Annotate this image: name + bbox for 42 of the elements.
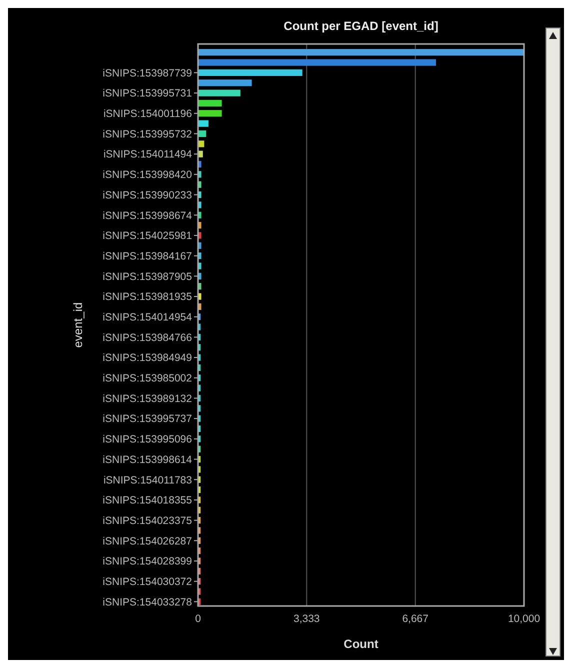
y-tick-label: iSNIPS:153984167 bbox=[102, 250, 192, 262]
y-tick-label: iSNIPS:154033278 bbox=[102, 596, 192, 608]
x-tick-label: 6,667 bbox=[402, 613, 429, 625]
y-tick-label: iSNIPS:153995096 bbox=[102, 434, 192, 446]
y-tick-label: iSNIPS:154011783 bbox=[103, 474, 192, 486]
bar bbox=[198, 49, 524, 56]
y-tick-label: iSNIPS:153989132 bbox=[102, 392, 192, 405]
y-tick-label: iSNIPS:153984766 bbox=[102, 332, 192, 344]
chart-title: Count per EGAD [event_id] bbox=[284, 19, 438, 33]
y-tick-label: iSNIPS:153987905 bbox=[102, 270, 192, 283]
y-tick-label: iSNIPS:153985002 bbox=[102, 372, 192, 385]
bar bbox=[198, 69, 302, 76]
bar bbox=[198, 59, 436, 66]
y-tick-label: iSNIPS:154030372 bbox=[102, 576, 192, 588]
bar bbox=[198, 90, 240, 96]
y-tick-label: iSNIPS:154018355 bbox=[102, 494, 192, 507]
x-tick-label: 0 bbox=[195, 613, 202, 625]
y-tick-label: iSNIPS:153981935 bbox=[102, 291, 192, 304]
x-axis-title: Count bbox=[344, 637, 378, 651]
bar bbox=[198, 120, 208, 127]
y-tick-label: iSNIPS:154011494 bbox=[103, 148, 192, 161]
bar bbox=[198, 110, 222, 117]
y-tick-label: iSNIPS:153998420 bbox=[102, 169, 192, 182]
y-tick-label: iSNIPS:153984949 bbox=[102, 352, 192, 364]
y-tick-label: iSNIPS:153987739 bbox=[102, 67, 192, 80]
y-tick-label: iSNIPS:153995737 bbox=[102, 413, 192, 426]
y-tick-label: iSNIPS:154023375 bbox=[102, 514, 192, 527]
y-tick-label: iSNIPS:154026287 bbox=[102, 535, 192, 548]
y-tick-label: iSNIPS:153995731 bbox=[102, 88, 192, 100]
y-tick-label: iSNIPS:154025981 bbox=[102, 230, 192, 242]
bar bbox=[198, 80, 252, 86]
y-tick-label: iSNIPS:154001196 bbox=[103, 108, 192, 120]
x-tick-label: 10,000 bbox=[508, 613, 540, 625]
y-axis-title: event_id bbox=[71, 302, 85, 348]
y-tick-label: iSNIPS:153998614 bbox=[102, 454, 192, 466]
y-tick-label: iSNIPS:153998674 bbox=[102, 210, 192, 222]
x-tick-label: 3,333 bbox=[294, 613, 320, 625]
bar bbox=[198, 100, 222, 106]
y-tick-label: iSNIPS:154014954 bbox=[102, 312, 192, 324]
y-tick-label: iSNIPS:153990233 bbox=[102, 189, 192, 202]
y-tick-label: iSNIPS:154028399 bbox=[102, 556, 192, 568]
y-tick-label: iSNIPS:153995732 bbox=[102, 128, 192, 140]
